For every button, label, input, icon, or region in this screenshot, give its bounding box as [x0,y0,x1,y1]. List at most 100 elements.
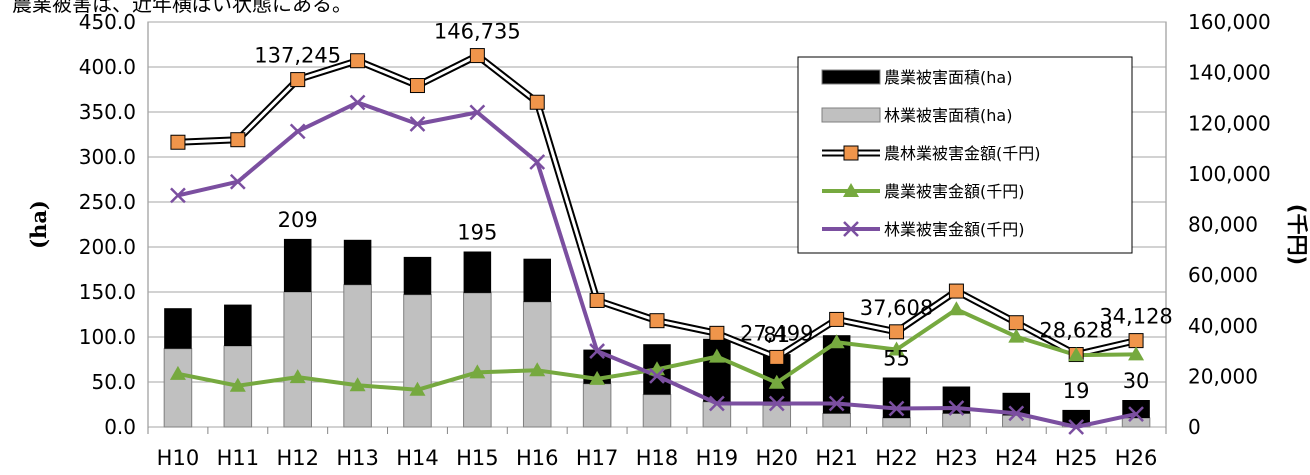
legend-label: 林業被害金額(千円) [884,220,1025,239]
line-marker [469,48,485,64]
bar-agriculture-area [224,304,252,346]
bar-agriculture-area [1122,400,1150,418]
line-marker [1068,419,1085,435]
y2-tick-label: 0 [1188,415,1201,439]
y2-axis-title: (千円) [1285,204,1309,265]
x-tick-label: H26 [1115,446,1158,470]
line-marker [948,400,965,416]
x-tick-label: H13 [336,446,379,470]
y-tick-label: 400.0 [79,55,136,79]
line-marker [709,325,725,341]
bar-forest-area [163,348,193,428]
line-value-label: 146,735 [434,20,521,44]
line-marker [1068,347,1085,362]
x-tick-label: H17 [576,446,619,470]
y2-tick-label: 40,000 [1188,314,1258,338]
y2-tick-label: 80,000 [1188,213,1258,237]
y-tick-label: 200.0 [79,235,136,259]
x-tick-label: H11 [217,446,260,470]
bar-agriculture-area [343,239,372,285]
line-marker [1128,406,1144,422]
line-marker [409,78,425,94]
line-marker [409,381,426,396]
bar-agriculture-area [403,256,432,295]
legend-marker [843,221,859,237]
legend-label: 農林業被害金額(千円) [884,144,1041,163]
bar-forest-area [463,292,492,428]
line-marker [589,370,606,385]
bar-forest-area [942,413,971,428]
line-value-label: 34,128 [1099,305,1172,329]
bar-agriculture-area [523,258,552,302]
x-tick-label: H21 [815,446,858,470]
bar-total-label: 209 [278,208,318,232]
bar-forest-area [403,294,432,428]
line-marker [529,94,545,110]
y-tick-label: 250.0 [79,190,136,214]
x-tick-label: H22 [875,446,918,470]
bar-forest-area [1121,417,1151,428]
line-marker [828,395,845,412]
line-marker [349,94,366,111]
legend-marker [843,145,859,161]
line-marker [289,369,306,384]
line-marker [768,395,785,412]
bar-agriculture-area [703,338,731,402]
y-axis-title: (ha) [26,200,51,249]
bar-total-label: 19 [1063,379,1090,403]
bar-agriculture-area [283,238,312,292]
line-marker [290,72,306,88]
y-tick-label: 100.0 [79,325,136,349]
line-marker [350,53,366,69]
line-marker [829,311,845,327]
line-marker [649,367,665,384]
bar-forest-area [882,417,911,428]
line-marker [589,292,605,308]
legend-swatch [821,107,881,123]
line-marker [349,377,366,392]
line-value-label: 28,628 [1039,319,1112,343]
y-tick-label: 150.0 [79,280,136,304]
bar-forest-area [822,413,851,428]
bar-total-label: 30 [1123,369,1150,393]
line-marker [708,348,725,363]
line-marker [828,334,845,349]
y-tick-label: 50.0 [91,370,136,394]
x-tick-label: H16 [516,446,559,470]
x-tick-label: H24 [995,446,1038,470]
line-marker [289,123,306,140]
line-marker [469,364,486,379]
x-tick-label: H18 [636,446,679,470]
line-value-label: 27,499 [740,321,813,345]
x-tick-label: H19 [696,446,739,470]
line-marker [170,187,186,204]
y2-tick-label: 140,000 [1188,61,1271,85]
bar-agriculture-area [1002,392,1031,416]
x-tick-label: H25 [1055,446,1098,470]
x-tick-label: H15 [456,446,499,470]
y2-tick-label: 160,000 [1188,10,1271,34]
legend-swatch [821,69,881,85]
line-marker [589,343,606,359]
line-marker [229,377,246,392]
bar-forest-area [642,394,672,428]
y-tick-label: 300.0 [79,145,136,169]
line-marker [948,283,964,299]
line-marker [529,154,546,170]
y2-tick-label: 100,000 [1188,162,1271,186]
line-value-label: 37,608 [860,296,933,320]
line-marker [888,341,905,356]
x-tick-label: H14 [396,446,439,470]
x-tick-label: H23 [935,446,978,470]
y2-tick-label: 120,000 [1188,111,1271,135]
line-marker [888,400,905,417]
line-marker [1128,346,1145,361]
y-tick-label: 450.0 [79,10,136,34]
line-marker [708,395,725,412]
x-tick-label: H20 [756,446,799,470]
bar-forest-area [283,291,312,428]
line-marker [1008,328,1025,343]
line-marker [1128,333,1144,349]
line-marker [469,104,486,121]
